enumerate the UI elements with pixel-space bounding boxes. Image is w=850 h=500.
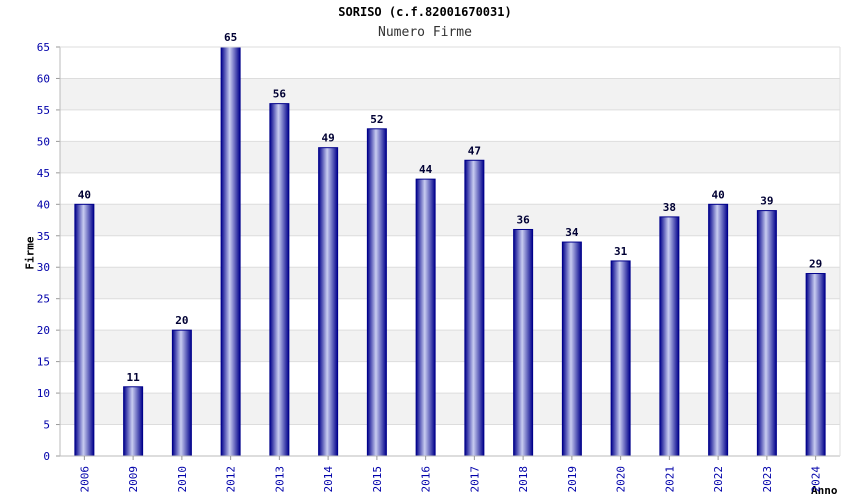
- x-tick-label: 2023: [761, 466, 774, 493]
- y-tick-label: 25: [37, 293, 50, 306]
- bar: [220, 46, 241, 457]
- x-tick-label: 2014: [322, 466, 335, 493]
- x-axis-title: Anno: [811, 484, 838, 497]
- bar: [708, 203, 729, 457]
- grid-band: [60, 78, 840, 110]
- chart-subtitle: Numero Firme: [378, 25, 472, 40]
- data-label: 40: [78, 188, 91, 201]
- data-label: 65: [224, 31, 237, 44]
- bars: [74, 46, 826, 457]
- bar: [659, 216, 680, 457]
- y-tick-label: 50: [37, 135, 50, 148]
- y-tick-label: 15: [37, 356, 50, 369]
- data-label: 20: [175, 314, 188, 327]
- y-tick-label: 20: [37, 324, 50, 337]
- data-label: 39: [760, 195, 773, 208]
- data-label: 49: [322, 132, 335, 145]
- bar: [269, 103, 290, 457]
- y-tick-labels: 0 5 10 15 20 25 30 35 40 45 50 55 60 65: [37, 41, 50, 463]
- y-tick-label: 0: [43, 450, 50, 463]
- bar: [318, 147, 339, 457]
- y-tick-label: 35: [37, 230, 50, 243]
- x-tick-label: 2015: [371, 466, 384, 493]
- x-tick-label: 2013: [273, 466, 286, 493]
- data-label: 38: [663, 201, 676, 214]
- x-tick-label: 2020: [615, 466, 628, 493]
- y-tick-label: 60: [37, 72, 50, 85]
- x-tick-label: 2018: [517, 466, 530, 493]
- x-tick-label: 2019: [566, 466, 579, 493]
- bar: [366, 128, 387, 457]
- data-label: 34: [565, 226, 579, 239]
- x-tick-label: 2009: [127, 466, 140, 493]
- data-label: 44: [419, 163, 433, 176]
- bar: [513, 228, 534, 457]
- y-tick-label: 45: [37, 167, 50, 180]
- bar: [74, 203, 95, 457]
- data-label: 31: [614, 245, 628, 258]
- x-tick-label: 2022: [712, 466, 725, 493]
- y-tick-label: 65: [37, 41, 50, 54]
- x-tick-label: 2010: [176, 466, 189, 493]
- bar: [805, 273, 826, 457]
- data-labels: 40 11 20 65 56 49 52 44 47 36 34 31 38 40 39 29: [78, 31, 823, 384]
- bar: [610, 260, 631, 457]
- x-tick-labels: 2006 2009 2010 2012 2013 2014 2015 2016 2017 2018…: [78, 456, 823, 493]
- bar: [123, 386, 144, 457]
- data-label: 40: [712, 188, 725, 201]
- y-tick-label: 10: [37, 387, 50, 400]
- x-tick-label: 2012: [225, 466, 238, 493]
- grid-band: [60, 141, 840, 173]
- data-label: 47: [468, 144, 481, 157]
- bar: [561, 241, 582, 457]
- axes: [59, 46, 841, 457]
- y-tick-label: 40: [37, 198, 50, 211]
- bar: [415, 178, 436, 457]
- data-label: 11: [127, 371, 141, 384]
- x-tick-label: 2024: [810, 466, 823, 493]
- y-tick-label: 55: [37, 104, 50, 117]
- x-tick-label: 2016: [420, 466, 433, 493]
- bar: [464, 159, 485, 457]
- data-label: 29: [809, 258, 822, 271]
- data-label: 36: [517, 213, 531, 226]
- x-tick-label: 2006: [78, 466, 91, 493]
- data-label: 56: [273, 88, 287, 101]
- y-tick-label: 30: [37, 261, 50, 274]
- chart-title: SORISO (c.f.82001670031): [338, 5, 512, 19]
- bar: [756, 210, 777, 457]
- bar: [171, 329, 192, 457]
- y-tick-label: 5: [43, 419, 50, 432]
- x-tick-label: 2021: [663, 466, 676, 493]
- data-label: 52: [370, 113, 383, 126]
- x-tick-label: 2017: [468, 466, 481, 493]
